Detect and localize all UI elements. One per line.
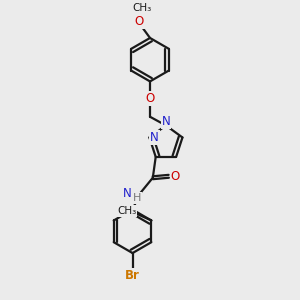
Text: N: N [123,187,132,200]
Text: N: N [162,115,170,128]
Text: O: O [146,92,154,105]
Text: Br: Br [125,269,140,282]
Text: O: O [170,170,180,183]
Text: CH₃: CH₃ [132,3,152,13]
Text: O: O [134,15,144,28]
Text: H: H [133,193,141,203]
Text: N: N [150,131,159,144]
Text: CH₃: CH₃ [117,206,136,216]
